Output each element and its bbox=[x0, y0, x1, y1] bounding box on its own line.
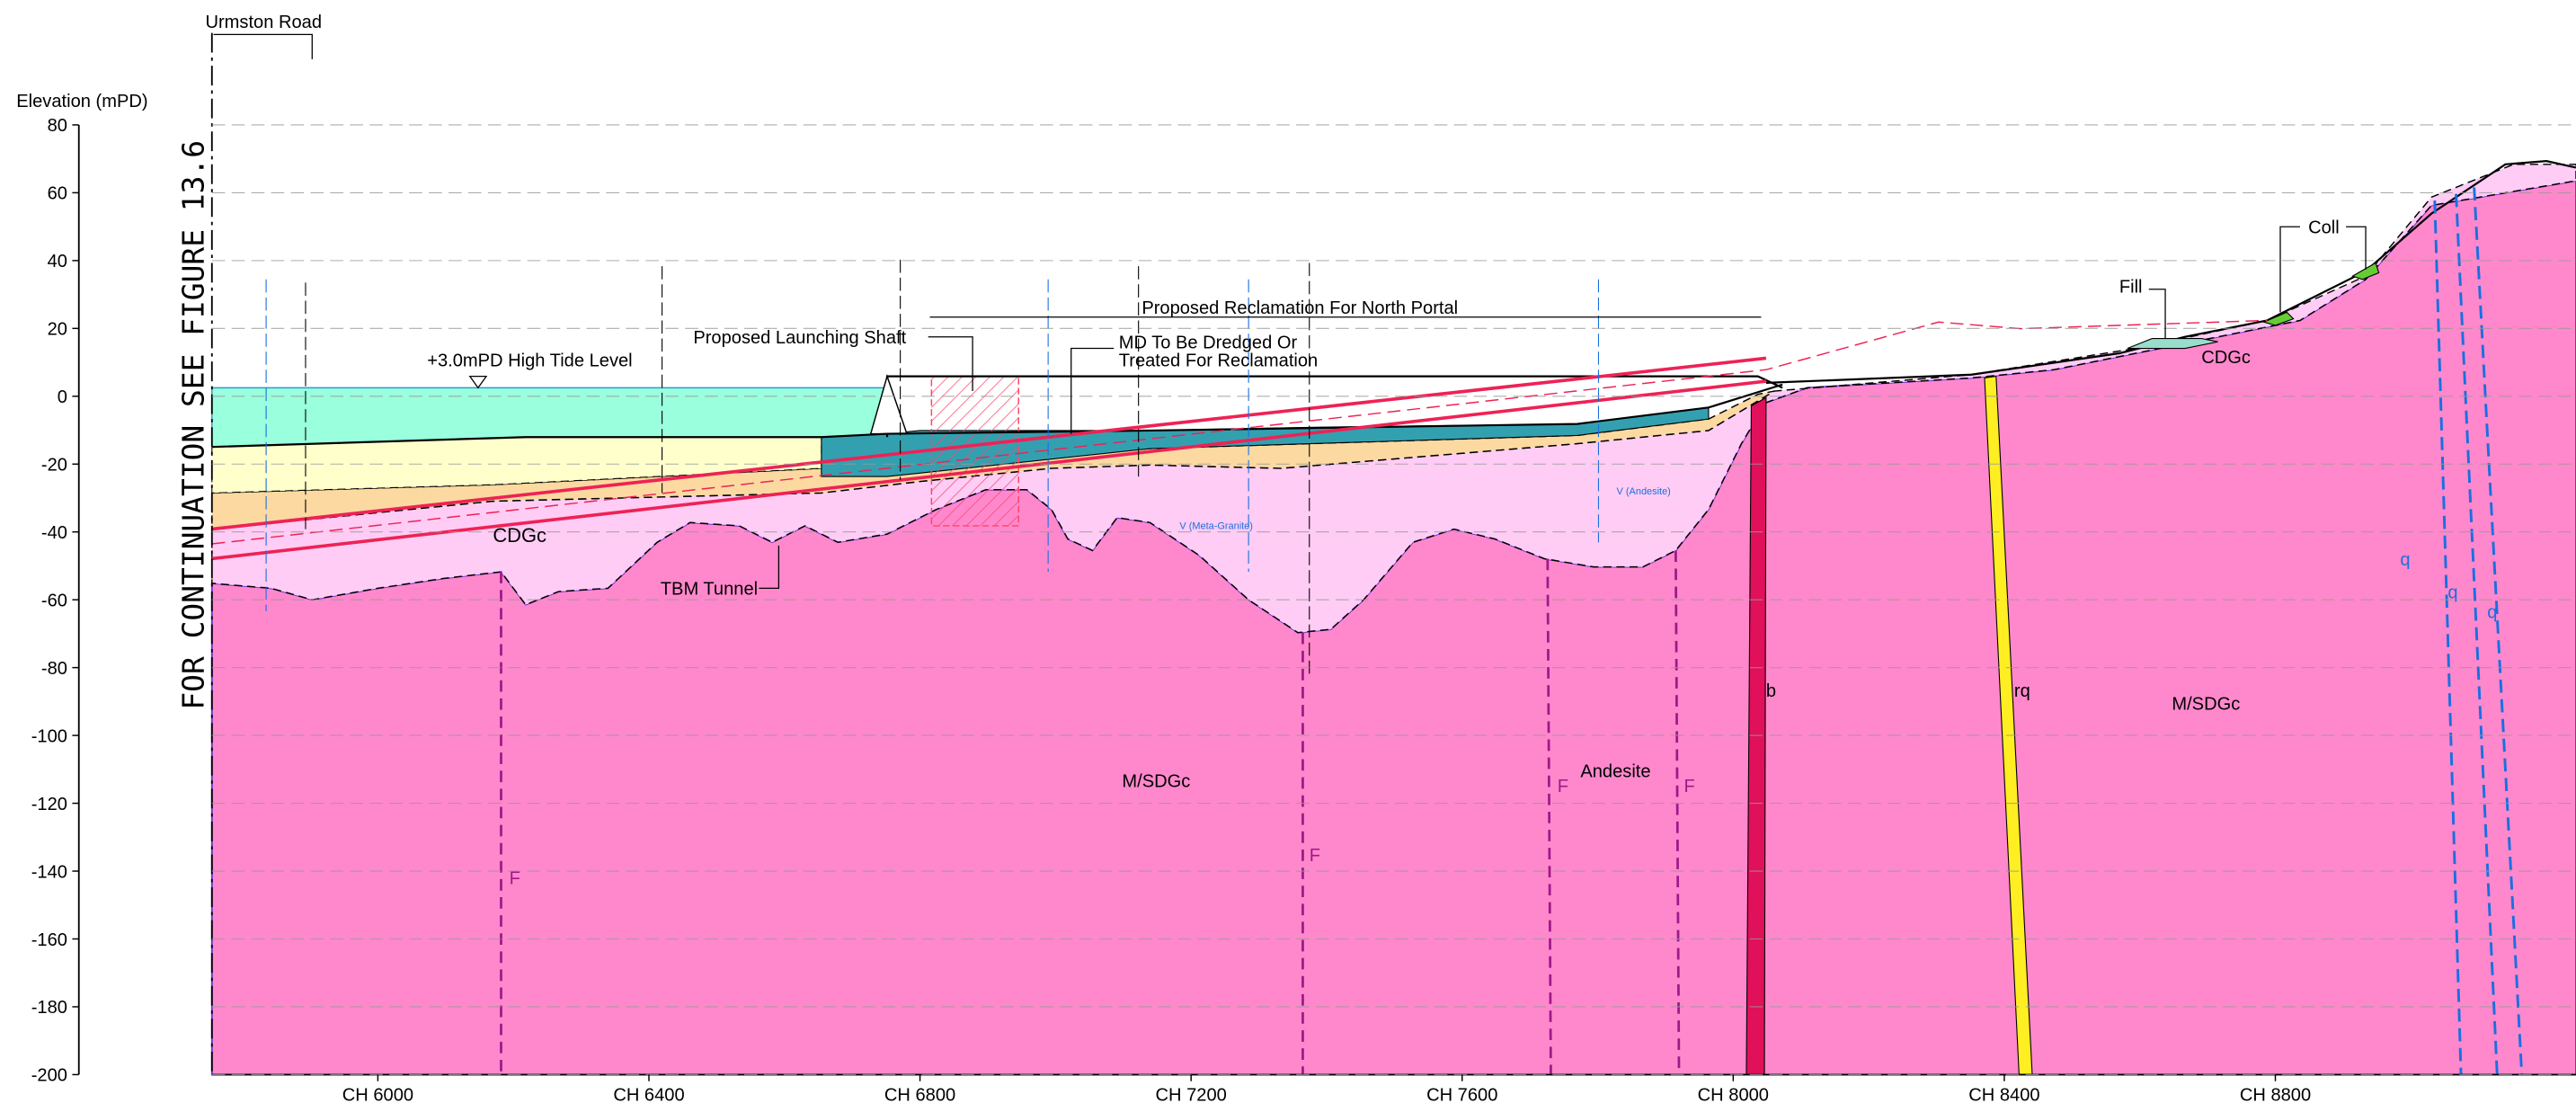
road-leader bbox=[214, 34, 313, 58]
unit-label: M/SDGc bbox=[1122, 772, 1190, 792]
y-tick-label: -140 bbox=[31, 862, 67, 882]
annotation: MD To Be Dredged Or bbox=[1119, 334, 1298, 353]
annotation: Treated For Reclamation bbox=[1119, 351, 1319, 371]
y-tick-label: -160 bbox=[31, 930, 67, 950]
unit-label: CDGc bbox=[493, 524, 546, 547]
coll-leader bbox=[2346, 227, 2366, 270]
annotation: Proposed Launching Shaft bbox=[693, 328, 906, 348]
vein-label: q bbox=[2400, 550, 2410, 570]
y-tick-label: -120 bbox=[31, 795, 67, 814]
x-tick-label: CH 7200 bbox=[1156, 1086, 1227, 1106]
y-tick-label: -40 bbox=[41, 523, 67, 543]
side-note: FOR CONTINUATION SEE FIGURE 13.6 bbox=[176, 140, 211, 710]
y-tick-label: -80 bbox=[41, 659, 67, 679]
y-tick-label: 20 bbox=[48, 320, 67, 340]
y-tick-label: 40 bbox=[48, 252, 67, 271]
annotation: Proposed Reclamation For North Portal bbox=[1141, 298, 1458, 318]
fill-leader bbox=[2149, 289, 2165, 339]
x-tick-label: CH 8000 bbox=[1698, 1086, 1769, 1106]
y-tick-label: -200 bbox=[31, 1066, 67, 1086]
vein-label: q bbox=[2447, 583, 2457, 602]
fault-label: F bbox=[1310, 846, 1320, 866]
page: { "road": "Urmston Road", "side_note": "… bbox=[0, 0, 2576, 1108]
fault-label: F bbox=[1558, 777, 1568, 796]
fault-label: F bbox=[1684, 777, 1695, 796]
x-tick-label: CH 6800 bbox=[884, 1086, 955, 1106]
dredge-leader bbox=[1071, 349, 1115, 434]
y-tick-label: 80 bbox=[48, 116, 67, 136]
y-tick-label: -20 bbox=[41, 456, 67, 476]
x-tick-label: CH 8400 bbox=[1968, 1086, 2039, 1106]
axis-title: Elevation (mPD) bbox=[16, 92, 147, 111]
tide-marker bbox=[470, 377, 486, 388]
x-tick-label: CH 6400 bbox=[613, 1086, 684, 1106]
borehole-note: V (Meta-Granite) bbox=[1179, 521, 1253, 532]
annotation: TBM Tunnel bbox=[661, 580, 758, 600]
y-tick-label: -100 bbox=[31, 726, 67, 746]
annotation: Fill bbox=[2119, 277, 2143, 297]
coll-leader bbox=[2280, 227, 2300, 312]
x-tick-label: CH 8800 bbox=[2240, 1086, 2311, 1106]
unit-label: CDGc bbox=[2201, 348, 2251, 368]
y-tick-label: 60 bbox=[48, 184, 67, 204]
unit-label: rq bbox=[2014, 681, 2030, 701]
borehole-note: V (Andesite) bbox=[1617, 486, 1671, 497]
x-tick-label: CH 6000 bbox=[342, 1086, 413, 1106]
launching-shaft bbox=[931, 377, 1018, 526]
unit-label: Andesite bbox=[1580, 762, 1650, 782]
road-label: Urmston Road bbox=[205, 13, 322, 32]
cross-section: 80 60 40 20 0 -20 -40 -60 -80 -100 -120 -140 -160 -18… bbox=[0, 0, 2576, 1108]
vein-label: q bbox=[2487, 602, 2497, 622]
y-tick-label: -60 bbox=[41, 591, 67, 610]
y-tick-label: -180 bbox=[31, 998, 67, 1018]
x-tick-label: CH 7600 bbox=[1426, 1086, 1497, 1106]
y-tick-label: 0 bbox=[58, 387, 67, 407]
annotation: Coll bbox=[2308, 218, 2340, 238]
unit-label: M/SDGc bbox=[2172, 695, 2240, 715]
annotation: +3.0mPD High Tide Level bbox=[427, 351, 632, 371]
fault-label: F bbox=[510, 868, 520, 888]
unit-label: b bbox=[1766, 681, 1776, 701]
